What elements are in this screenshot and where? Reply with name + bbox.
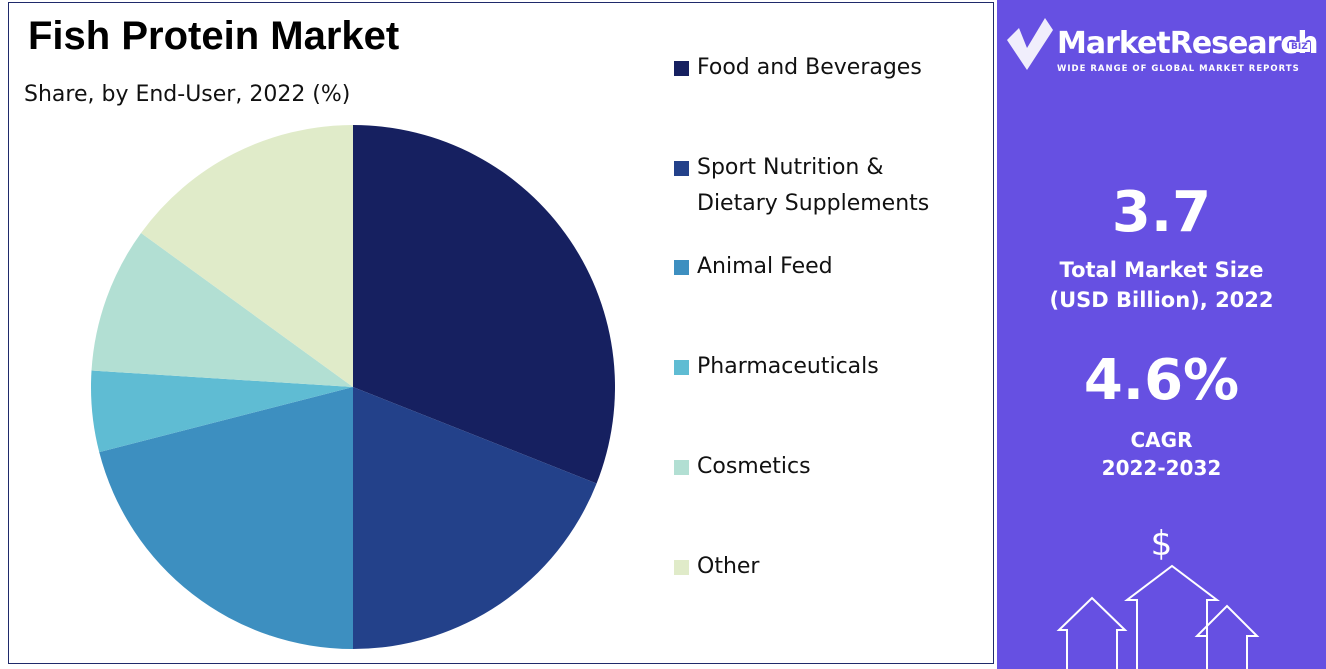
legend-label: Other (697, 554, 760, 579)
logo-mark (1007, 18, 1053, 70)
pie-chart (91, 125, 615, 649)
legend-label: Pharmaceuticals (697, 354, 879, 379)
pie-slice (353, 125, 615, 484)
legend-item: Animal Feed (674, 249, 974, 285)
market-size-label: (USD Billion), 2022 (1049, 288, 1274, 312)
legend-item: Sport Nutrition & Dietary Supplements (674, 150, 974, 222)
tagline: WIDE RANGE OF GLOBAL MARKET REPORTS (1057, 64, 1300, 74)
legend-swatch (674, 560, 689, 575)
cagr-label: 2022-2032 (1101, 456, 1222, 480)
pie-slice (91, 233, 353, 387)
info-panel: MarketResearch BIZ WIDE RANGE OF GLOBAL … (997, 0, 1326, 669)
brand-tag: BIZ (1289, 42, 1310, 52)
chart-title: Fish Protein Market (28, 14, 400, 58)
market-size: 3.7 (1111, 180, 1212, 245)
legend-swatch (674, 260, 689, 275)
legend-item: Other (674, 549, 974, 585)
legend-item: Food and Beverages (674, 50, 974, 86)
panel-graphics (1007, 18, 1260, 669)
legend-swatch (674, 460, 689, 475)
legend-swatch (674, 360, 689, 375)
pie-slice (99, 387, 354, 649)
legend-item: Pharmaceuticals (674, 349, 974, 385)
legend-label: Cosmetics (697, 454, 811, 479)
legend-swatch (674, 61, 689, 76)
legend-label: Animal Feed (697, 254, 833, 279)
pie-slice (141, 125, 353, 387)
pie-slice (353, 387, 597, 649)
pie-slice (91, 370, 354, 453)
icon-symbol: $ (1150, 524, 1173, 564)
legend-label: Sport Nutrition & Dietary Supplements (697, 155, 930, 216)
cagr-label: CAGR (1130, 428, 1193, 452)
chart-subtitle: Share, by End-User, 2022 (%) (24, 82, 351, 107)
legend-label: Food and Beverages (697, 55, 922, 80)
chart-frame (8, 2, 994, 664)
market-size-label: Total Market Size (1059, 258, 1264, 282)
legend-swatch (674, 161, 689, 176)
brand: MarketResearch (1057, 26, 1319, 61)
legend-item: Cosmetics (674, 449, 974, 485)
growth-arrows (1056, 564, 1260, 669)
cagr: 4.6% (1083, 348, 1240, 413)
